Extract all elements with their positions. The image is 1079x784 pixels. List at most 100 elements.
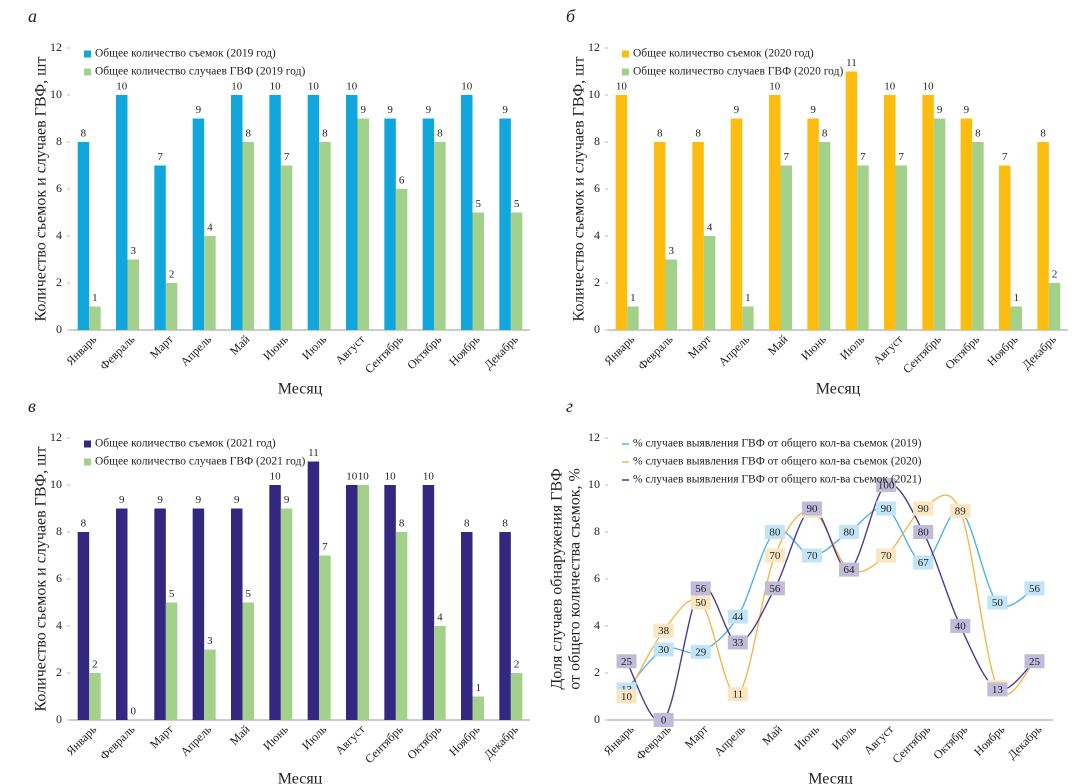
value-label-box (1024, 581, 1045, 596)
line (625, 494, 1035, 697)
bar (895, 165, 907, 330)
bar (922, 95, 934, 330)
value-label: 7 (284, 151, 290, 163)
panel-label: б (566, 6, 576, 26)
y-tick-label: 8 (594, 524, 600, 538)
bar (89, 673, 101, 720)
value-label: 25 (1029, 656, 1041, 668)
legend-label: % случаев выявления ГВФ от общего кол-ва… (633, 438, 922, 450)
y-tick-label: 4 (594, 228, 600, 242)
bar (845, 71, 858, 330)
x-tick-label: Ноябрь (446, 332, 483, 369)
value-label: 10 (346, 471, 358, 483)
bar (346, 95, 358, 330)
y-tick-label: 2 (56, 275, 62, 289)
bar (231, 508, 243, 720)
value-label: 38 (658, 625, 670, 637)
value-label: 50 (992, 597, 1004, 609)
legend-swatch (84, 440, 91, 448)
value-label: 100 (878, 480, 895, 492)
y-tick-label: 10 (588, 477, 600, 491)
value-label: 44 (732, 611, 744, 623)
bar (280, 508, 293, 720)
x-tick-label: Май (227, 722, 253, 748)
value-label: 8 (81, 518, 87, 530)
bar (780, 165, 792, 330)
value-label-box (764, 548, 785, 563)
value-label: 9 (361, 104, 367, 116)
line (626, 507, 1035, 690)
bar (242, 602, 254, 720)
value-label: 9 (196, 494, 202, 506)
x-tick-label: Июнь (260, 722, 291, 753)
value-label-box (653, 623, 674, 638)
bar (472, 212, 484, 330)
bar (703, 236, 716, 330)
value-label: 10 (923, 81, 935, 93)
value-label: 40 (955, 621, 967, 633)
y-tick-label: 6 (56, 181, 62, 195)
value-label: 8 (657, 128, 663, 140)
value-label-box (987, 682, 1008, 697)
y-tick-label: 0 (594, 322, 600, 336)
value-label: 2 (169, 269, 175, 281)
value-label: 80 (844, 527, 856, 539)
value-label: 9 (810, 104, 816, 116)
value-label-box (727, 609, 748, 624)
bar (116, 95, 128, 330)
x-tick-label: Февраль (633, 722, 674, 763)
value-label-box (690, 644, 711, 659)
bar (269, 485, 281, 720)
value-label: 90 (918, 503, 930, 515)
bar (319, 555, 331, 720)
value-label-box (876, 501, 897, 516)
value-label: 8 (246, 128, 252, 140)
x-tick-label: Ноябрь (971, 722, 1008, 759)
value-label-box (653, 713, 674, 727)
bar (154, 165, 166, 330)
value-label: 25 (621, 656, 633, 668)
value-label: 10 (270, 81, 282, 93)
value-label: 10 (616, 81, 628, 93)
value-label: 1 (745, 292, 751, 304)
bar (884, 95, 896, 330)
y-tick-label: 0 (56, 712, 62, 726)
value-label: 1 (92, 292, 98, 304)
bar (307, 461, 320, 720)
bar (77, 532, 90, 720)
bar (510, 673, 523, 720)
x-tick-label: Май (765, 332, 791, 358)
value-label: 56 (769, 583, 781, 595)
x-tick-label: Май (759, 722, 785, 748)
value-label: 5 (514, 198, 520, 210)
value-label: 8 (81, 128, 87, 140)
y-tick-label: 12 (588, 430, 600, 444)
x-tick-label: Июль (299, 332, 330, 363)
y-tick-label: 12 (588, 40, 600, 54)
value-label: 29 (695, 646, 707, 658)
value-label-box (950, 619, 971, 633)
x-axis-title: Месяц (278, 771, 323, 784)
bar (665, 259, 677, 330)
y-tick-label: 12 (50, 40, 62, 54)
bar (692, 142, 704, 330)
bar (89, 306, 101, 330)
value-label: 1 (630, 292, 636, 304)
x-tick-label: Декабрь (481, 722, 521, 762)
bar (154, 508, 166, 720)
x-tick-label: Октябрь (930, 722, 970, 762)
value-label: 9 (937, 104, 943, 116)
x-tick-label: Октябрь (942, 332, 982, 372)
value-label-box (616, 654, 637, 669)
value-label: 70 (769, 550, 781, 562)
line (625, 483, 1035, 723)
bar (77, 142, 90, 330)
value-label: 11 (846, 57, 857, 69)
value-label: 8 (1040, 128, 1046, 140)
value-label-box (727, 687, 748, 702)
bar (960, 118, 973, 330)
value-label: 3 (669, 245, 675, 257)
value-label: 10 (884, 81, 896, 93)
value-label-box (913, 501, 934, 516)
value-label-box (950, 503, 971, 518)
